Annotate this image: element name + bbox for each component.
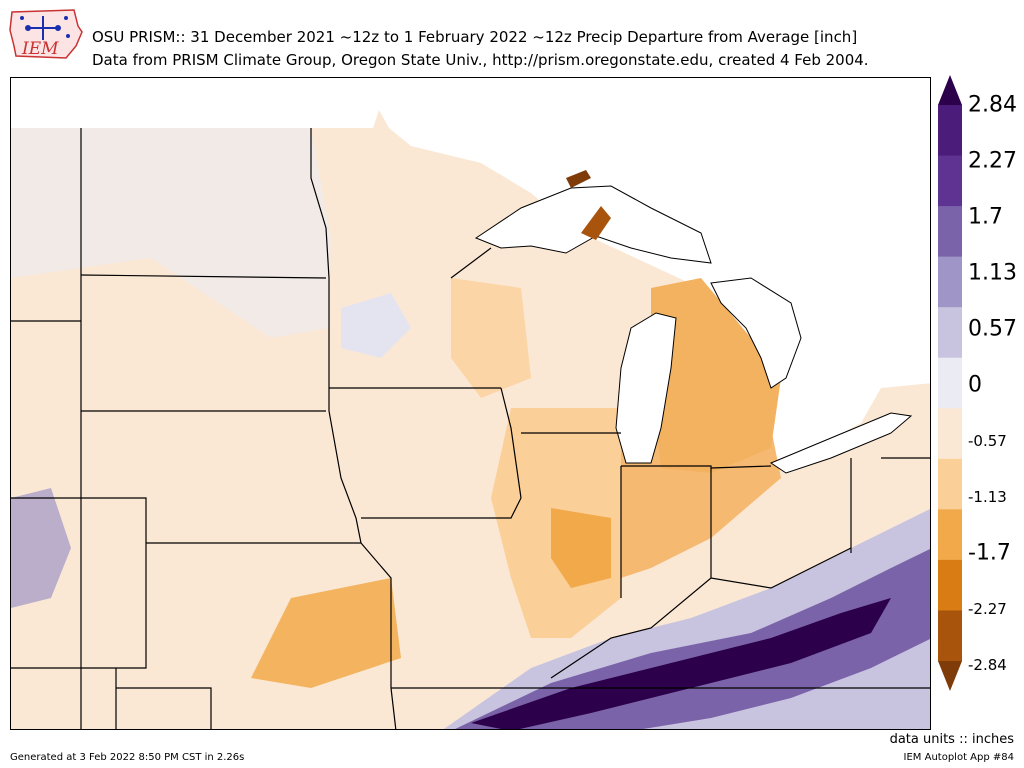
state-borders	[11, 128, 930, 729]
wet-area	[455, 548, 930, 729]
colorbar-segment	[938, 155, 962, 207]
lake-erie	[769, 412, 913, 474]
dry-area	[651, 278, 781, 473]
wet-area	[11, 488, 71, 608]
dry-area	[551, 508, 611, 588]
colorbar-segment	[938, 509, 962, 561]
app-label: IEM Autoplot App #84	[903, 752, 1014, 763]
colorbar-segment	[938, 610, 962, 662]
dry-area	[251, 578, 401, 688]
colorbar-label: 0.57	[968, 316, 1017, 342]
no-data-region	[11, 78, 930, 466]
colorbar-label: 0	[968, 372, 982, 398]
colorbar-label: 1.7	[968, 204, 1003, 230]
very-dry-spot	[566, 170, 591, 188]
colorbar-segment	[938, 105, 962, 157]
map-title: OSU PRISM:: 31 December 2021 ~12z to 1 F…	[92, 28, 858, 46]
colorbar-segment	[938, 559, 962, 611]
colorbar-segment	[938, 458, 962, 510]
colorbar-segment	[938, 307, 962, 359]
very-wet-area	[471, 598, 891, 729]
logo-text: IEM	[21, 39, 59, 59]
colorbar-extend-top	[938, 75, 962, 105]
precip-departure-map	[10, 77, 931, 730]
units-label: data units :: inches	[889, 732, 1014, 747]
very-dry-spot	[581, 206, 611, 240]
colorbar	[938, 75, 962, 691]
colorbar-label: 2.27	[968, 148, 1017, 174]
map-subtitle: Data from PRISM Climate Group, Oregon St…	[92, 51, 869, 69]
colorbar-segment	[938, 357, 962, 409]
iem-logo: IEM	[8, 6, 84, 62]
colorbar-segment	[938, 206, 962, 258]
slightly-wet-area	[11, 128, 331, 338]
lake-huron	[710, 277, 802, 389]
colorbar-extend-bottom	[938, 661, 962, 691]
colorbar-label: -0.57	[968, 432, 1007, 450]
colorbar-label: -2.84	[968, 656, 1007, 674]
colorbar-label: 1.13	[968, 260, 1017, 286]
colorbar-label: -2.27	[968, 600, 1007, 618]
dry-area	[451, 278, 531, 398]
colorbar-segment	[938, 408, 962, 460]
colorbar-segment	[938, 256, 962, 308]
lake-michigan	[615, 312, 677, 464]
slightly-wet-area	[341, 293, 411, 358]
colorbar-label: 2.84	[968, 92, 1017, 118]
colorbar-label: -1.7	[968, 540, 1011, 566]
generated-timestamp: Generated at 3 Feb 2022 8:50 PM CST in 2…	[10, 752, 245, 763]
colorbar-label: -1.13	[968, 488, 1007, 506]
